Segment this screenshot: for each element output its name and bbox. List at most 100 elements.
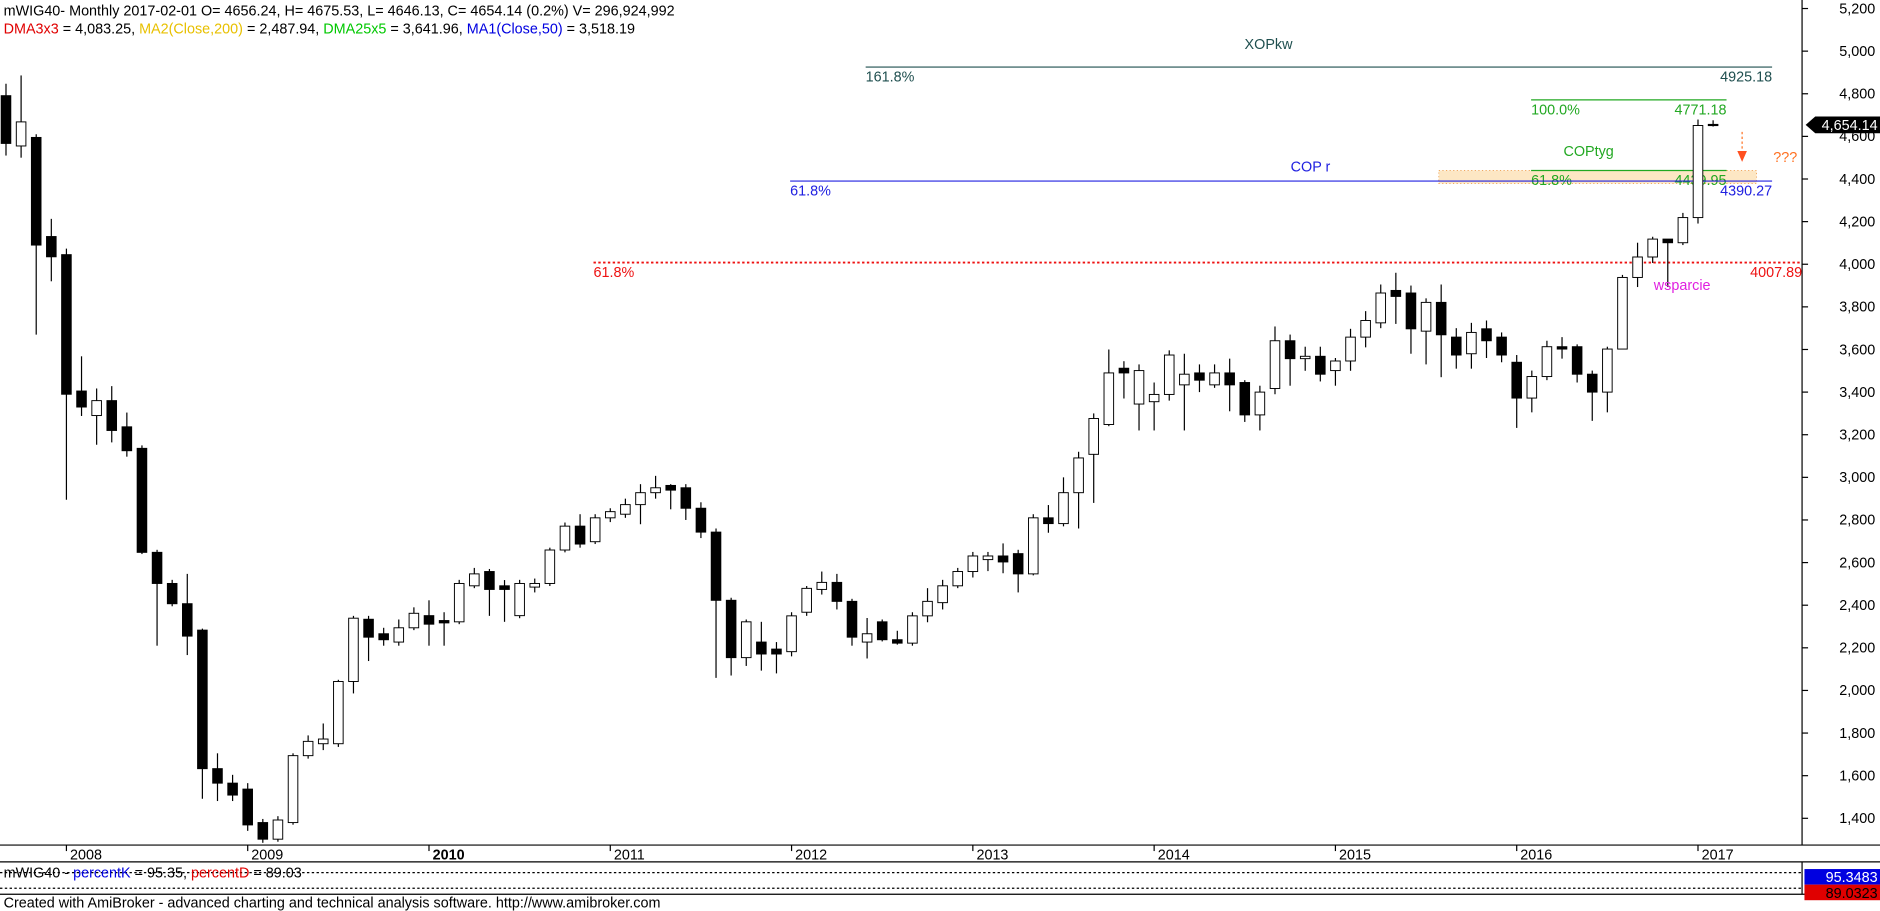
candle	[1118, 361, 1130, 399]
candle-body	[1511, 361, 1522, 399]
candle	[348, 615, 359, 694]
x-tick-label: 2013	[976, 847, 1008, 863]
candle-body	[91, 400, 102, 417]
x-tick-label: 2014	[1158, 847, 1190, 863]
candle	[529, 578, 541, 593]
candle	[756, 621, 767, 671]
candle	[952, 567, 964, 589]
candle	[1571, 344, 1583, 383]
candle-body	[46, 236, 57, 258]
candle-body	[650, 487, 661, 494]
candle	[861, 617, 873, 659]
k-last: 95.3483	[1826, 870, 1878, 886]
candle-body	[363, 618, 374, 638]
y-tick-label: 5,200	[1839, 1, 1875, 17]
candle-body	[1073, 457, 1084, 494]
y-tick-label: 3,000	[1839, 470, 1875, 486]
candle-body	[1133, 370, 1145, 405]
footer: Created with AmiBroker - advanced charti…	[4, 895, 661, 911]
candle	[1511, 355, 1522, 428]
y-tick-label: 4,000	[1839, 257, 1875, 273]
candle	[242, 783, 253, 831]
candle	[997, 543, 1009, 574]
candle	[786, 612, 797, 657]
indicator-value: = 2,487.94,	[243, 22, 323, 38]
candle-body	[967, 555, 979, 573]
candle	[1451, 328, 1462, 369]
candle	[1435, 284, 1447, 378]
candle	[1632, 242, 1643, 288]
candle	[1617, 274, 1628, 350]
x-tick-label: 2008	[70, 847, 102, 863]
candle	[423, 600, 435, 646]
candle	[1556, 337, 1568, 359]
candle-body	[1602, 348, 1613, 393]
candle	[212, 753, 223, 802]
candle-body	[1088, 418, 1099, 455]
candle-body	[1058, 492, 1069, 525]
candle	[1209, 364, 1220, 388]
candle-body	[605, 511, 616, 519]
candle	[574, 514, 586, 548]
candle	[151, 549, 163, 646]
candle	[1299, 346, 1311, 371]
candle	[1375, 284, 1387, 329]
candle	[1058, 477, 1069, 527]
candle	[1103, 349, 1115, 427]
candle	[1405, 285, 1417, 354]
oscillator-prefix: mWIG40 -	[4, 865, 73, 881]
candle	[680, 484, 692, 520]
level-value: 4925.18	[1720, 69, 1772, 85]
candle-body	[1451, 336, 1462, 356]
candle-body	[1647, 238, 1658, 258]
candle	[1692, 119, 1704, 224]
candle-body	[1481, 328, 1492, 342]
y-tick-label: 5,000	[1839, 44, 1875, 60]
candle	[559, 522, 571, 553]
candle-body	[1526, 376, 1538, 399]
candle-body	[287, 755, 299, 824]
candle-body	[1118, 367, 1130, 374]
candle	[1647, 236, 1658, 263]
candle	[635, 484, 646, 525]
candle	[801, 586, 812, 616]
candle	[197, 628, 208, 799]
candle-body	[1435, 301, 1447, 336]
candle	[589, 514, 601, 545]
candle	[15, 75, 27, 158]
candle-body	[166, 582, 178, 605]
indicator-value: = 4,083.25,	[59, 22, 139, 38]
candle	[302, 735, 314, 759]
y-tick-label: 2,400	[1839, 598, 1875, 614]
candle	[166, 579, 178, 607]
candle-body	[695, 507, 707, 533]
candle-body	[831, 581, 843, 602]
y-tick-label: 2,600	[1839, 555, 1875, 571]
candle-body	[1541, 346, 1553, 378]
candle	[725, 597, 737, 676]
candle	[121, 412, 133, 457]
d-last: 89.0323	[1826, 886, 1878, 902]
candle	[1345, 328, 1356, 371]
oscillator-value: = 95.35,	[131, 865, 191, 881]
oscillator-name: percentK	[73, 865, 131, 881]
candle-body	[76, 390, 87, 408]
y-tick-label: 1,800	[1839, 726, 1875, 742]
candle	[665, 484, 676, 510]
candle	[544, 547, 556, 587]
candle-body	[1043, 517, 1054, 525]
y-tick-label: 2,000	[1839, 683, 1875, 699]
candle-body	[1179, 373, 1190, 386]
candle	[0, 83, 12, 156]
candle	[484, 568, 495, 616]
candle-body	[257, 822, 269, 840]
candle	[1148, 382, 1160, 431]
candle	[922, 588, 933, 623]
candle	[1526, 370, 1538, 413]
level-percent: 61.8%	[593, 265, 634, 281]
candle	[1677, 212, 1689, 246]
candle	[1224, 358, 1235, 412]
candle-body	[710, 531, 722, 601]
